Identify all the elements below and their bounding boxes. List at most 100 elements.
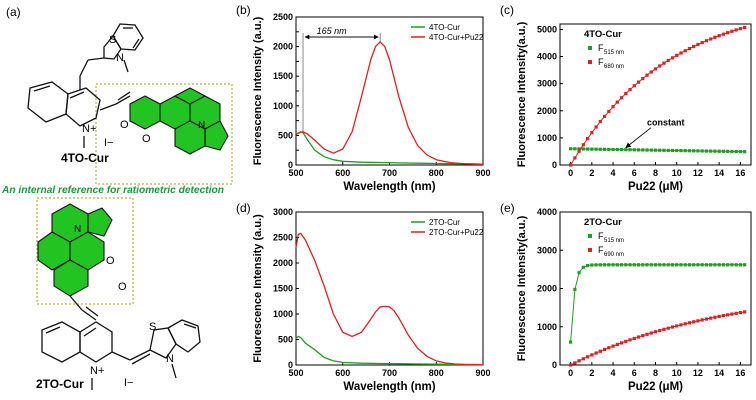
y-tick-label: 3000 [537, 245, 557, 255]
green-series-point [700, 149, 704, 153]
green-series-point [653, 148, 658, 152]
legend-subscript: 680 nm [604, 64, 624, 70]
x-axis-label: Wavelength (nm) [343, 181, 435, 193]
y-tick-label: 1000 [537, 322, 557, 332]
green-series-fit-line [570, 264, 745, 343]
chart-title: 2TO-Cur [584, 217, 622, 228]
red-series-point [743, 25, 747, 30]
y-axis-label: Fluorescence Intensity(a.u.) [516, 21, 528, 167]
red-series-point [649, 70, 653, 74]
y-tick-label: 2000 [537, 284, 557, 294]
green-series-point [645, 263, 649, 267]
panel-label-d: (d) [236, 201, 251, 215]
red-series-point [717, 314, 721, 319]
green-series-point [628, 263, 632, 267]
green-series-point [569, 147, 573, 151]
green-series-point [717, 149, 721, 153]
red-series-point [658, 64, 662, 68]
y-tick-label: 500 [278, 130, 293, 140]
atom-n-julolidine-bottom: N [74, 224, 81, 235]
x-tick-label: 6 [632, 168, 637, 178]
x-tick-label: 12 [693, 368, 703, 378]
legend-subscript: 515 nm [604, 238, 624, 244]
red-series-point [649, 331, 653, 335]
y-tick-label: 500 [278, 335, 293, 345]
green-series-point [717, 263, 721, 267]
red-series-point [615, 100, 619, 104]
green-series-point [628, 148, 632, 152]
y-tick-label: 2000 [273, 42, 293, 52]
red-series-point [730, 29, 734, 33]
structure-name-top: 4TO-Cur [61, 151, 109, 165]
green-series-point [730, 263, 734, 267]
red-series-point [594, 125, 598, 129]
green-series-point [662, 148, 666, 152]
red-series-point [598, 349, 602, 353]
chart-c-4to-cur-titration: 0 2 4 6 8 10 12 14 16 0 1000 2000 3000 4000 5000 Pu22 (… [516, 21, 752, 193]
green-series-point [607, 147, 611, 151]
x-axis-label: Pu22 (μM) [628, 381, 683, 393]
green-series-point [738, 263, 742, 267]
red-series-point [585, 136, 590, 141]
x-tick-label: 2 [589, 368, 594, 378]
red-series-point [594, 351, 598, 355]
green-series-point [602, 263, 607, 267]
quinolinium-bottom: N+ I− [41, 295, 151, 390]
red-series-point [717, 34, 721, 38]
green-series-point [607, 263, 611, 267]
red-series-point [641, 76, 645, 81]
red-series-point [581, 357, 585, 361]
red-series-point [590, 131, 594, 135]
red-series-point [581, 143, 585, 147]
green-series-point [653, 263, 658, 267]
red-series-point [569, 363, 573, 367]
panel-label-c: (c) [500, 3, 514, 17]
red-series-point [666, 58, 670, 63]
legend-label: F [598, 231, 604, 241]
green-series-point [577, 147, 581, 151]
green-series-point [658, 148, 662, 152]
structure-caption: An internal reference for ratiometric de… [1, 185, 224, 196]
red-series-point [577, 149, 581, 153]
green-series-point [641, 148, 645, 152]
green-series-point [696, 149, 700, 153]
x-tick-label: 4 [611, 168, 616, 178]
green-series-point [590, 263, 594, 267]
legend-subscript: 690 nm [604, 252, 624, 258]
atom-nplus-top: N+ [82, 123, 96, 135]
series-line-2to-cur-pu22 [295, 232, 484, 366]
panel-a: (a) S N N+ I− [1, 5, 233, 391]
green-series-point [679, 263, 683, 267]
benzothiazole-top: S N [79, 23, 144, 77]
series-line-2to-cur [295, 335, 484, 366]
green-series-point [700, 263, 704, 267]
legend-marker [588, 234, 592, 238]
green-series-point [649, 148, 653, 152]
red-series-point [683, 49, 687, 53]
red-series-point [628, 87, 632, 92]
x-tick-label: 500 [288, 168, 303, 178]
x-tick-label: 600 [335, 168, 350, 178]
atom-n-top: N [116, 52, 124, 64]
green-series-point [615, 263, 619, 267]
green-series-point [662, 263, 666, 267]
red-series-point [687, 321, 692, 325]
legend-marker [588, 46, 592, 50]
red-series-point [730, 312, 734, 316]
red-series-point [683, 322, 687, 326]
x-tick-label: 10 [672, 168, 682, 178]
panel-label-e: (e) [500, 201, 515, 215]
red-series-point [734, 28, 738, 32]
red-series-point [602, 347, 607, 352]
red-series-point [704, 317, 709, 321]
green-series-point [687, 149, 692, 153]
green-series-point [734, 149, 738, 154]
atom-o-ring-bottom: O [106, 255, 115, 267]
red-series-point [675, 53, 679, 57]
green-series-point [602, 147, 607, 151]
x-tick-label: 0 [568, 168, 573, 178]
x-axis-label: Wavelength (nm) [343, 381, 435, 393]
red-series-point [573, 156, 577, 160]
green-series-point [615, 147, 619, 152]
